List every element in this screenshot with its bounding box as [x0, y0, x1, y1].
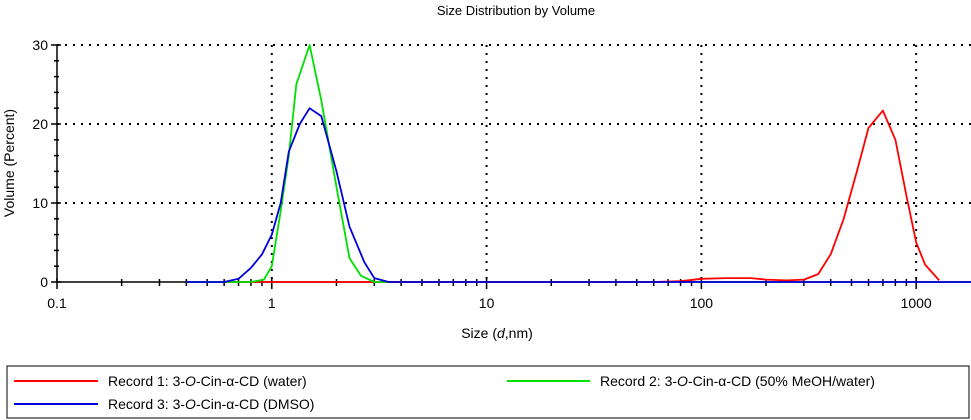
grid-lines — [57, 44, 971, 282]
x-tick-label: 1000 — [901, 295, 932, 311]
legend: Record 1: 3-O-Cin-α-CD (water) Record 2: … — [14, 373, 875, 412]
y-tick-label: 10 — [32, 195, 48, 211]
legend-label-1: Record 1: 3-O-Cin-α-CD (water) — [108, 373, 307, 389]
x-tick-label: 100 — [690, 295, 714, 311]
x-tick-label: 10 — [479, 295, 495, 311]
y-tick-label: 0 — [40, 274, 48, 290]
x-tick-label: 1 — [268, 295, 276, 311]
series-line-3 — [186, 107, 971, 283]
x-tick-label: 0.1 — [47, 295, 67, 311]
legend-box — [6, 365, 970, 419]
legend-label-2: Record 2: 3-O-Cin-α-CD (50% MeOH/water) — [600, 373, 875, 389]
y-tick-label: 30 — [32, 37, 48, 53]
ticks: 0 10 20 30 0.1 1 10 100 1000 — [32, 37, 932, 311]
y-tick-label: 20 — [32, 116, 48, 132]
chart-title: Size Distribution by Volume — [437, 3, 595, 18]
series-line-2 — [186, 44, 389, 283]
series-line-1 — [186, 109, 940, 283]
y-axis-label: Volume (Percent) — [1, 109, 17, 217]
legend-label-3: Record 3: 3-O-Cin-α-CD (DMSO) — [108, 396, 314, 412]
x-axis-label: Size (d,nm) — [461, 325, 533, 341]
series-lines — [186, 44, 971, 283]
